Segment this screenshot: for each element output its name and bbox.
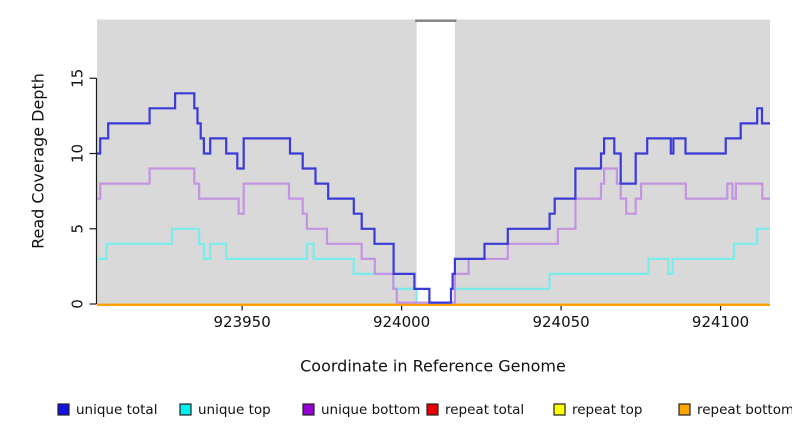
legend-swatch-unique-bottom [302, 403, 315, 416]
x-axis-title: Coordinate in Reference Genome [300, 356, 566, 376]
legend-item-label: repeat top [572, 402, 642, 418]
legend-swatch-unique-top [179, 403, 192, 416]
legend-item-label: repeat total [445, 402, 524, 418]
legend-item-label: unique total [76, 402, 157, 418]
x-tick-label: 924000 [373, 313, 430, 331]
legend-item-label: repeat bottom [697, 402, 792, 418]
legend-swatch-unique-total [57, 403, 70, 416]
y-tick-label: 15 [69, 69, 87, 88]
series-line-unique-total [97, 92, 770, 304]
y-tick-label: 0 [69, 299, 87, 309]
masked-gap-band [416, 19, 455, 304]
legend-swatch-repeat-total [426, 403, 439, 416]
y-axis-title: Read Coverage Depth [28, 73, 48, 249]
y-tick-label: 10 [69, 144, 87, 163]
x-tick-label: 924050 [532, 313, 589, 331]
legend-item-label: unique top [198, 402, 271, 418]
series-line-unique-bottom [97, 167, 770, 304]
gap-band-top-cap [415, 19, 457, 22]
x-tick-label: 924100 [692, 313, 749, 331]
legend-swatch-repeat-bottom [678, 403, 691, 416]
y-tick-label: 5 [69, 224, 87, 234]
legend-item-label: unique bottom [321, 402, 420, 418]
legend-swatch-repeat-top [553, 403, 566, 416]
x-tick-label: 923950 [213, 313, 270, 331]
